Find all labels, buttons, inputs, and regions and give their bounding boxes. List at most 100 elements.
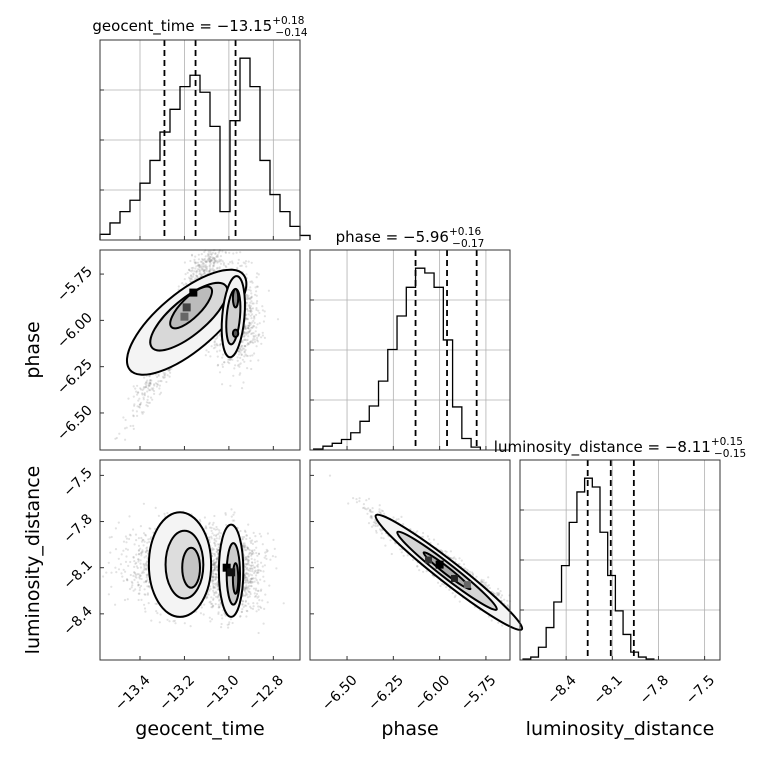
scatter-point [244, 331, 247, 334]
scatter-point [249, 354, 252, 357]
scatter-point [124, 438, 127, 441]
scatter-point [215, 550, 218, 554]
scatter-point [248, 330, 251, 333]
scatter-point [202, 269, 205, 272]
scatter-point [125, 426, 128, 429]
scatter-point [213, 582, 216, 586]
scatter-point [195, 270, 198, 273]
scatter-point [232, 252, 235, 255]
scatter-point [169, 368, 172, 371]
scatter-point [133, 565, 136, 569]
scatter-point [213, 341, 216, 344]
scatter-point [134, 533, 138, 536]
scatter-point [134, 387, 137, 390]
scatter-point [245, 568, 248, 571]
scatter-point [148, 389, 151, 392]
scatter-point [228, 358, 231, 361]
scatter-point [139, 388, 142, 391]
scatter-point [135, 539, 138, 542]
scatter-point [216, 355, 219, 358]
scatter-point [213, 257, 216, 260]
scatter-point [142, 544, 145, 547]
scatter-point [145, 580, 148, 583]
scatter-point [216, 255, 219, 258]
scatter-point [128, 537, 131, 541]
scatter-point [215, 533, 218, 536]
scatter-point [256, 340, 259, 343]
scatter-point [246, 308, 249, 311]
scatter-point [265, 550, 268, 553]
scatter-point [192, 272, 195, 275]
scatter-point [198, 265, 201, 269]
scatter-point [254, 577, 257, 580]
scatter-point [249, 551, 252, 555]
scatter-point [209, 267, 212, 270]
scatter-point [257, 273, 260, 276]
scatter-point [158, 387, 161, 390]
scatter-point [212, 552, 215, 555]
scatter-point [249, 309, 252, 312]
scatter-point [248, 322, 251, 325]
scatter-point [206, 595, 209, 598]
scatter-point [136, 405, 139, 408]
scatter-point [145, 560, 148, 563]
scatter-point [246, 555, 249, 558]
scatter-point [122, 568, 125, 571]
scatter-point [245, 296, 248, 299]
scatter-point [248, 306, 251, 309]
scatter-point [268, 584, 271, 587]
scatter-point [142, 396, 145, 399]
scatter-point [215, 582, 218, 585]
scatter-point [107, 561, 110, 564]
scatter-point [243, 326, 247, 329]
scatter-point [248, 303, 251, 307]
scatter-point [136, 391, 140, 394]
scatter-point [239, 372, 242, 375]
scatter-point [156, 382, 159, 386]
scatter-point [150, 379, 153, 382]
scatter-point [213, 258, 216, 261]
scatter-point [209, 255, 212, 259]
scatter-point [263, 315, 266, 318]
scatter-point [210, 259, 213, 262]
scatter-point [245, 265, 248, 268]
scatter-point [243, 335, 246, 338]
scatter-point [214, 595, 218, 598]
scatter-point [136, 384, 139, 387]
scatter-point [269, 558, 272, 561]
scatter-point [237, 258, 240, 261]
scatter-point [218, 598, 221, 601]
scatter-point [198, 518, 201, 522]
scatter-point [194, 267, 197, 270]
scatter-point [252, 341, 255, 344]
scatter-point [102, 575, 105, 578]
scatter-point [247, 555, 250, 558]
scatter-point [227, 262, 230, 266]
scatter-point [247, 260, 250, 263]
scatter-point [262, 575, 265, 578]
scatter-point [248, 537, 251, 540]
scatter-point [140, 554, 143, 557]
scatter-point [210, 537, 213, 540]
scatter-point [122, 579, 125, 583]
scatter-point [157, 374, 160, 377]
scatter-point [208, 616, 211, 619]
scatter-point [243, 576, 246, 579]
scatter-point [227, 623, 231, 626]
scatter-point [252, 531, 255, 535]
scatter-point [208, 257, 211, 260]
scatter-point [243, 350, 246, 353]
scatter-point [193, 260, 196, 263]
scatter-point [251, 539, 254, 542]
scatter-point [205, 267, 208, 270]
scatter-point [207, 593, 210, 596]
scatter-point [218, 543, 221, 546]
scatter-point [220, 622, 223, 626]
scatter-point [244, 581, 248, 584]
scatter-point [128, 515, 131, 518]
scatter-point [217, 603, 220, 606]
scatter-point [247, 590, 250, 593]
scatter-point [161, 375, 165, 378]
scatter-point [213, 586, 216, 589]
scatter-point [272, 538, 275, 542]
